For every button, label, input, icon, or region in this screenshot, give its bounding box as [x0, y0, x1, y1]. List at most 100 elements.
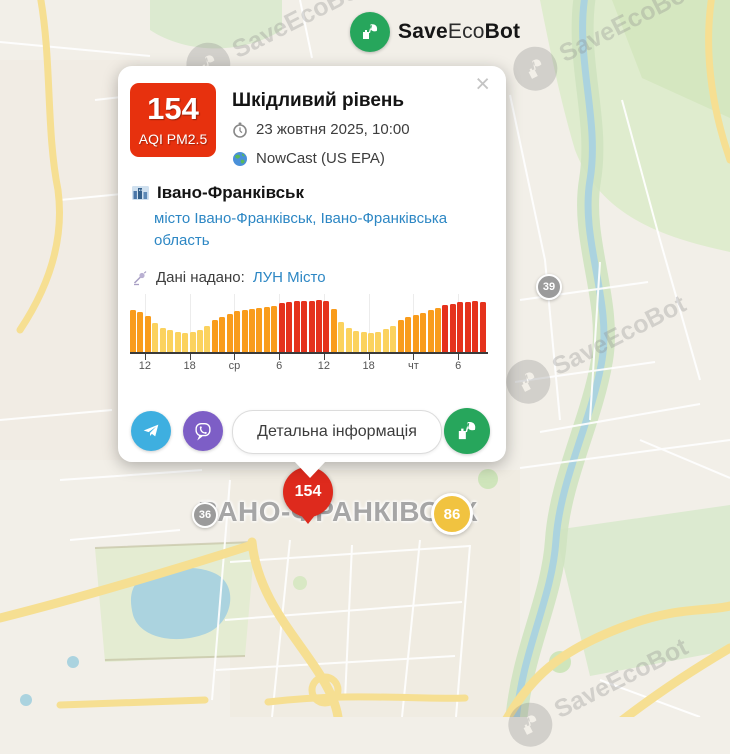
telegram-plane-icon	[143, 424, 159, 437]
chart-bar	[189, 332, 196, 352]
aqi-history-chart: 12 18 ср 6 12 18 чт 6	[130, 294, 488, 372]
chart-bar	[204, 326, 211, 352]
aqi-value: 154	[147, 91, 199, 127]
brand-save: Save	[398, 20, 448, 43]
viber-button[interactable]	[183, 411, 223, 451]
chart-bar	[390, 326, 397, 352]
chart-bar	[479, 302, 486, 352]
chart-bar	[323, 301, 330, 352]
chart-bar	[182, 333, 189, 352]
provider-row: Дані надано: ЛУН Місто	[132, 269, 326, 286]
chart-bar	[472, 301, 479, 352]
chart-bar	[434, 308, 441, 352]
saveecobot-leaf-icon	[458, 422, 476, 440]
aqi-marker-86[interactable]: 86	[431, 493, 473, 535]
saveecobot-link-button[interactable]	[444, 408, 490, 454]
datetime-row: 23 жовтня 2025, 10:00	[232, 121, 410, 138]
aqi-badge: 154 AQI PM2.5	[130, 83, 216, 157]
chart-tick	[323, 354, 325, 360]
marker-value: 39	[542, 281, 556, 293]
brand-bot: Bot	[484, 20, 521, 43]
chart-bar	[144, 316, 151, 352]
chart-bar	[345, 328, 352, 352]
chart-bar	[226, 314, 233, 352]
observation-datetime: 23 жовтня 2025, 10:00	[256, 121, 410, 138]
chart-bar	[167, 330, 174, 352]
city-photo-icon	[132, 186, 149, 200]
chart-bar	[442, 305, 449, 352]
clock-icon	[233, 122, 247, 138]
chart-bar	[152, 323, 159, 352]
chart-bar	[420, 313, 427, 352]
chart-bar	[464, 302, 471, 352]
aqi-marker-39[interactable]: 39	[536, 274, 562, 300]
chart-bar	[263, 307, 270, 352]
aqi-popup: × 154 AQI PM2.5 Шкідливий рівень 23 жовт…	[118, 66, 506, 478]
chart-tick-label: 6	[455, 360, 462, 372]
region-link[interactable]: місто Івано-Франківськ, Івано-Франківськ…	[154, 210, 448, 249]
aqi-method: NowCast (US EPA)	[256, 150, 385, 167]
chart-tick	[234, 354, 236, 360]
chart-tick-label: 6	[276, 360, 283, 372]
chart-bar	[211, 320, 218, 352]
chart-bar	[368, 333, 374, 352]
chart-tick-label: 12	[317, 360, 331, 372]
chart-bar	[159, 328, 166, 352]
chart-bar	[412, 315, 419, 352]
chart-bar	[338, 322, 345, 352]
chart-bar	[360, 332, 367, 352]
aqi-history-chart-axis: 12 18 ср 6 12 18 чт 6	[130, 354, 488, 372]
globe-icon	[233, 151, 247, 166]
chart-bar	[427, 310, 434, 352]
provider-link[interactable]: ЛУН Місто	[252, 269, 326, 286]
method-row: NowCast (US EPA)	[232, 150, 385, 167]
marker-value: 86	[443, 505, 461, 523]
chart-bar	[330, 309, 337, 352]
chart-bar	[353, 331, 360, 352]
saveecobot-header-logo[interactable]: SaveEcoBot	[350, 12, 520, 52]
aqi-history-chart-bars	[130, 294, 488, 352]
chart-gridline	[189, 294, 191, 352]
provider-label: Дані надано:	[156, 269, 245, 286]
chart-bar	[234, 311, 241, 352]
chart-tick	[458, 354, 460, 360]
telegram-button[interactable]	[131, 411, 171, 451]
chart-bar	[286, 302, 293, 352]
chart-bar	[301, 301, 308, 352]
chart-bar	[137, 312, 144, 352]
chart-bar	[308, 301, 315, 352]
saveecobot-leaf-icon	[350, 12, 390, 52]
chart-bar	[457, 302, 464, 352]
brand-title: SaveEcoBot	[398, 20, 520, 44]
chart-axis-line	[130, 352, 488, 354]
chart-tick-label: чт	[408, 360, 419, 372]
chart-bar	[271, 306, 278, 352]
close-icon[interactable]: ×	[475, 70, 490, 98]
chart-bar	[382, 329, 389, 352]
chart-bar	[241, 310, 248, 352]
city-row: Івано-Франківськ	[132, 183, 304, 203]
aqi-level-title: Шкідливий рівень	[232, 90, 405, 111]
chart-bar	[219, 317, 226, 352]
chart-bar	[130, 310, 136, 352]
marker-value: 154	[294, 483, 322, 500]
chart-tick	[279, 354, 281, 360]
chart-tick-label: 18	[362, 360, 375, 372]
chart-bar	[278, 303, 285, 352]
chart-tick-label: ср	[228, 360, 241, 372]
chart-bar	[174, 332, 181, 352]
chart-bar	[405, 317, 412, 352]
station-city-name: Івано-Франківськ	[157, 183, 305, 202]
viber-phone-icon	[195, 422, 211, 441]
chart-gridline	[368, 294, 370, 352]
marker-pin-tail	[300, 514, 316, 524]
chart-bar	[397, 320, 404, 352]
chart-bar	[293, 301, 300, 352]
aqi-pollutant-label: AQI PM2.5	[138, 130, 208, 147]
chart-tick	[189, 354, 191, 360]
chart-bar	[196, 330, 203, 352]
aqi-marker-36[interactable]: 36	[192, 502, 218, 528]
chart-bar	[249, 309, 255, 352]
chart-tick-label: 18	[183, 360, 196, 372]
details-button[interactable]: Детальна інформація	[232, 410, 442, 454]
